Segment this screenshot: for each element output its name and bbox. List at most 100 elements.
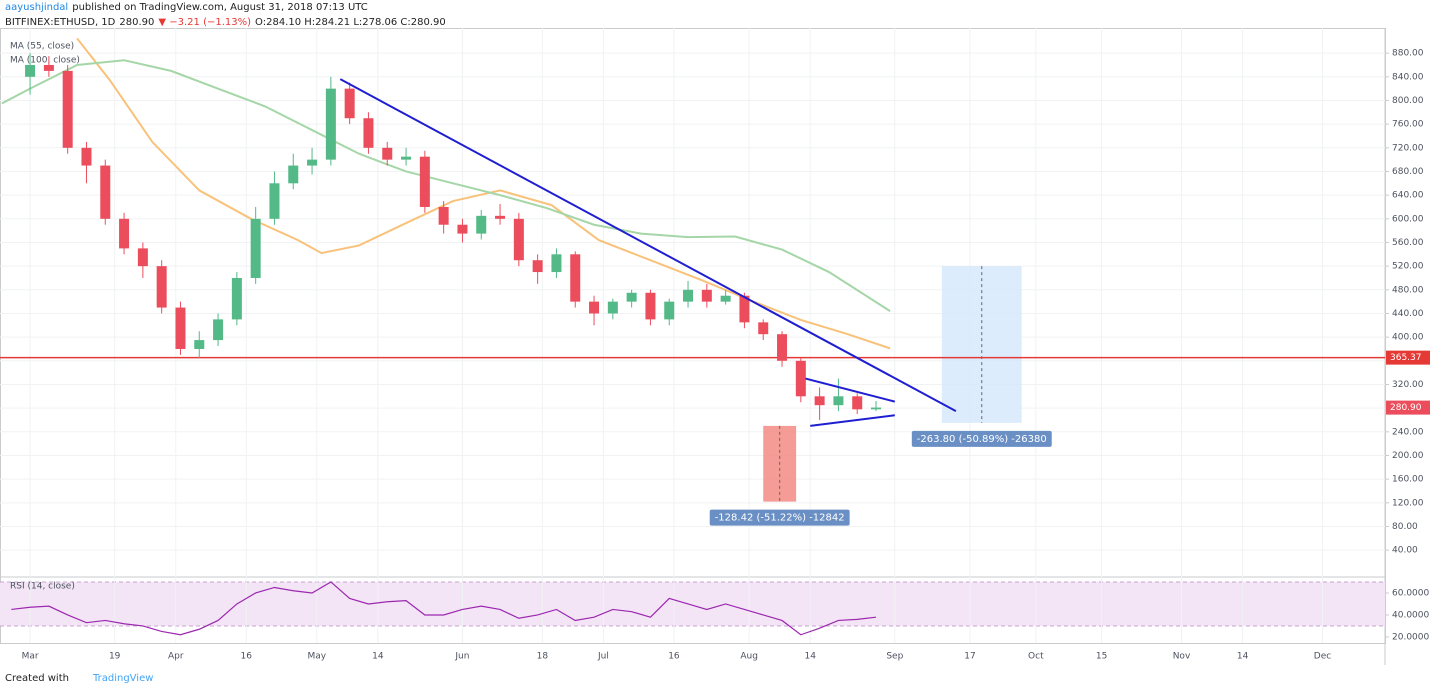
candle-body: [777, 334, 788, 361]
candle-body: [720, 295, 731, 302]
candle-body: [100, 165, 111, 219]
y-tick-label: 440.00: [1392, 309, 1424, 319]
y-tick-label: 640.00: [1392, 191, 1424, 201]
y-tick-label: 200.00: [1392, 451, 1424, 461]
candle-body: [871, 407, 882, 410]
candle-body: [626, 292, 637, 302]
trendline: [805, 377, 896, 403]
x-tick-label: Jul: [597, 652, 609, 662]
x-tick-label: 16: [241, 652, 253, 662]
y-tick-label: 120.00: [1392, 498, 1424, 508]
y-tick-label: 480.00: [1392, 285, 1424, 295]
x-tick-label: Mar: [22, 652, 39, 662]
x-tick-label: May: [307, 652, 326, 662]
rsi-title: RSI (14, close): [10, 582, 75, 592]
symbol-line: BITFINEX:ETHUSD, 1D 280.90 ▼ −3.21 (−1.13%…: [5, 17, 450, 28]
candle-body: [213, 319, 224, 341]
x-tick-label: Oct: [1028, 652, 1044, 662]
candle-body: [814, 396, 825, 406]
candle-body: [570, 254, 581, 302]
candle-body: [119, 218, 130, 249]
ohlc: O:284.10 H:284.21 L:278.06 C:280.90: [255, 17, 446, 28]
trendline: [810, 414, 895, 427]
trendline: [339, 78, 957, 412]
candle-body: [532, 260, 543, 273]
x-tick-label: 16: [668, 652, 680, 662]
y-tick-label: 40.00: [1392, 546, 1418, 556]
pane-frame: [0, 28, 1386, 644]
x-tick-label: 17: [964, 652, 975, 662]
candle-body: [739, 295, 750, 323]
candle-body: [269, 183, 280, 219]
last: 280.90: [119, 17, 155, 28]
measure-label: -128.42 (-51.22%) -12842: [715, 513, 845, 524]
candle-body: [833, 396, 844, 406]
level-label: 365.37: [1390, 353, 1422, 363]
candle-body: [664, 301, 675, 320]
x-tick-label: 14: [372, 652, 384, 662]
y-tick-label: 840.00: [1392, 72, 1424, 82]
author[interactable]: aayushjindal: [5, 2, 69, 13]
x-tick-label: 14: [1237, 652, 1249, 662]
candle-body: [758, 322, 769, 335]
y-tick-label: 800.00: [1392, 96, 1424, 106]
x-tick-label: Sep: [886, 652, 903, 662]
candle-body: [250, 218, 261, 278]
ma-line: [76, 37, 891, 350]
candle-body: [401, 156, 412, 160]
candle-body: [288, 165, 299, 184]
y-tick-label: 680.00: [1392, 167, 1424, 177]
rsi-line: [11, 581, 877, 636]
y-tick-label: 320.00: [1392, 380, 1424, 390]
legend-entry: MA (100, close): [10, 56, 80, 66]
price-label: 280.90: [1390, 403, 1422, 413]
candle-body: [344, 88, 355, 119]
x-tick-label: 18: [537, 652, 549, 662]
candle-body: [513, 218, 524, 261]
candle-body: [25, 64, 36, 77]
candle-body: [645, 292, 656, 320]
measure-label-bg: [911, 430, 1052, 447]
candle-body: [476, 215, 487, 234]
legend-entry: MA (55, close): [10, 42, 74, 52]
candle-body: [231, 277, 242, 320]
y-tick-label: 400.00: [1392, 333, 1424, 343]
candle-body: [495, 215, 506, 219]
y-tick-label: 20.0000: [1392, 632, 1429, 642]
y-tick-label: 160.00: [1392, 475, 1424, 485]
x-tick-label: Dec: [1314, 652, 1331, 662]
measure-label-bg: [709, 509, 850, 526]
candle-body: [701, 289, 712, 302]
change: ▼ −3.21 (−1.13%): [158, 17, 252, 28]
candle-body: [156, 266, 167, 308]
level-tag: [1386, 350, 1430, 365]
created: Created with: [5, 673, 69, 684]
y-tick-label: 520.00: [1392, 262, 1424, 272]
rsi-band: [0, 581, 1385, 626]
measure-label: -263.80 (-50.89%) -26380: [917, 434, 1047, 445]
y-tick-label: 240.00: [1392, 427, 1424, 437]
header-line: aayushjindal published on TradingView.com…: [5, 2, 372, 13]
candle-body: [795, 360, 806, 397]
candle-body: [551, 254, 562, 273]
candle-body: [419, 156, 430, 207]
candle-body: [438, 206, 449, 225]
candle-body: [363, 118, 374, 148]
x-tick-label: 14: [805, 652, 817, 662]
candle-body: [457, 224, 468, 234]
y-tick-label: 40.0000: [1392, 610, 1429, 620]
x-tick-label: 19: [109, 652, 121, 662]
symbol: BITFINEX:ETHUSD, 1D: [5, 17, 116, 28]
candle-body: [852, 396, 863, 410]
brand[interactable]: TradingView: [92, 673, 154, 684]
candle-body: [175, 307, 186, 349]
y-tick-label: 720.00: [1392, 143, 1424, 153]
candle-body: [307, 159, 318, 166]
x-tick-label: Apr: [168, 652, 184, 662]
candle-body: [325, 88, 336, 160]
price-tag: [1386, 400, 1430, 415]
x-tick-label: 15: [1096, 652, 1107, 662]
